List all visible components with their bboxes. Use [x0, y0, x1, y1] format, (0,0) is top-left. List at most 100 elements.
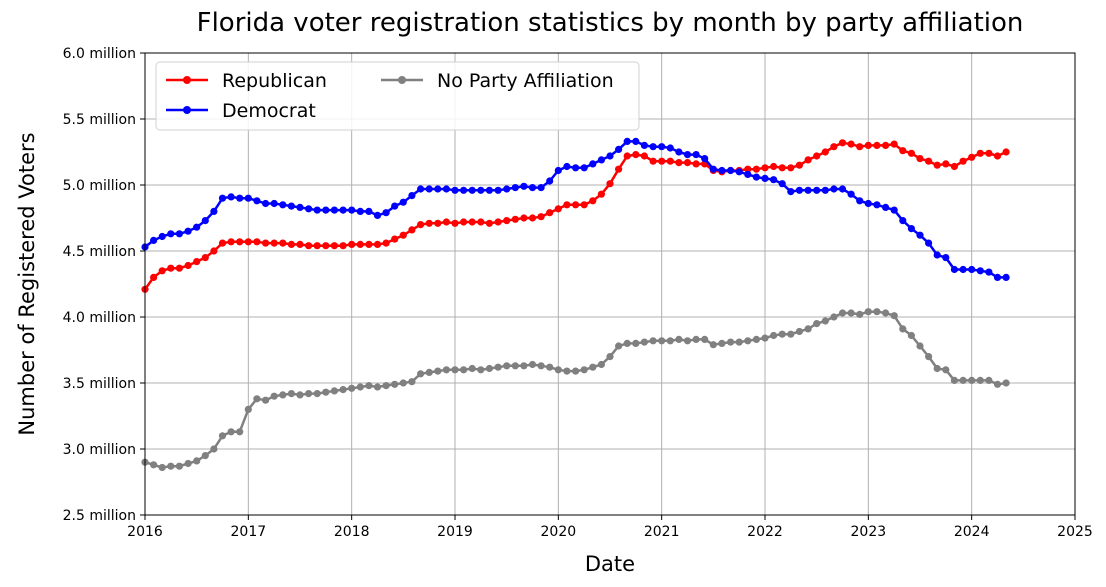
data-point-democrat: [167, 230, 175, 238]
data-point-republican: [494, 218, 502, 226]
data-point-democrat: [365, 207, 373, 215]
data-point-republican: [244, 238, 252, 246]
data-point-no-party-affiliation: [330, 387, 338, 395]
data-point-no-party-affiliation: [761, 334, 769, 342]
data-point-no-party-affiliation: [150, 461, 158, 469]
data-point-no-party-affiliation: [244, 405, 252, 413]
data-point-democrat: [615, 145, 623, 153]
data-point-republican: [925, 157, 933, 165]
data-point-democrat: [873, 201, 881, 209]
data-point-republican: [210, 247, 218, 255]
x-tick-label: 2024: [954, 524, 990, 540]
data-point-no-party-affiliation: [391, 380, 399, 388]
data-point-democrat: [537, 184, 545, 192]
data-point-democrat: [546, 177, 554, 185]
data-point-republican: [408, 226, 416, 234]
x-tick-label: 2017: [231, 524, 267, 540]
data-point-no-party-affiliation: [511, 362, 519, 370]
series-no-party-affiliation: [141, 308, 1010, 472]
data-point-no-party-affiliation: [718, 339, 726, 347]
data-point-democrat: [417, 185, 425, 193]
data-point-republican: [193, 258, 201, 266]
data-point-democrat: [184, 227, 192, 235]
data-point-no-party-affiliation: [270, 392, 278, 400]
data-point-democrat: [692, 151, 700, 159]
data-point-democrat: [856, 197, 864, 205]
data-point-republican: [227, 238, 235, 246]
data-point-no-party-affiliation: [167, 462, 175, 470]
data-point-no-party-affiliation: [348, 384, 356, 392]
data-point-republican: [365, 240, 373, 248]
data-point-no-party-affiliation: [460, 366, 468, 374]
data-point-democrat: [330, 206, 338, 214]
data-point-democrat: [658, 143, 666, 151]
data-point-no-party-affiliation: [873, 308, 881, 316]
data-point-republican: [580, 201, 588, 209]
data-point-republican: [236, 238, 244, 246]
data-point-democrat: [993, 273, 1002, 281]
data-point-democrat: [434, 185, 442, 193]
data-point-republican: [658, 157, 666, 165]
data-point-democrat: [468, 186, 476, 194]
data-point-republican: [752, 165, 761, 173]
y-tick-label: 5.5 million: [63, 112, 136, 128]
data-point-no-party-affiliation: [434, 367, 442, 375]
legend-label-democrat: Democrat: [222, 100, 316, 122]
data-point-republican: [572, 201, 580, 209]
data-point-republican: [477, 218, 485, 226]
data-point-no-party-affiliation: [968, 376, 976, 384]
data-point-no-party-affiliation: [589, 363, 597, 371]
data-point-republican: [460, 218, 468, 226]
x-axis-label: Date: [585, 552, 635, 576]
data-point-no-party-affiliation: [442, 366, 450, 374]
data-point-democrat: [925, 239, 933, 247]
data-point-democrat: [847, 190, 855, 198]
data-point-no-party-affiliation: [778, 330, 786, 338]
data-point-republican: [873, 141, 881, 149]
data-point-democrat: [270, 199, 278, 208]
data-point-no-party-affiliation: [158, 463, 166, 472]
data-point-republican: [632, 151, 640, 159]
data-point-republican: [985, 149, 993, 157]
data-point-democrat: [675, 148, 683, 156]
data-point-democrat: [770, 176, 778, 184]
data-point-republican: [296, 240, 304, 248]
data-point-republican: [485, 219, 493, 227]
data-point-no-party-affiliation: [537, 362, 545, 370]
data-point-no-party-affiliation: [735, 338, 743, 346]
data-point-democrat: [382, 209, 390, 217]
data-point-democrat: [253, 197, 261, 205]
data-point-democrat: [804, 186, 812, 194]
data-point-republican: [339, 242, 347, 250]
data-point-democrat: [399, 198, 407, 206]
data-point-republican: [615, 165, 623, 173]
data-point-democrat: [511, 184, 519, 192]
data-point-democrat: [959, 265, 967, 274]
data-point-republican: [761, 164, 769, 172]
data-point-republican: [322, 242, 330, 250]
data-point-republican: [959, 157, 967, 165]
data-point-no-party-affiliation: [313, 390, 321, 398]
data-point-democrat: [218, 194, 227, 202]
data-point-democrat: [666, 144, 674, 152]
data-point-no-party-affiliation: [632, 339, 640, 347]
x-tick-label: 2018: [334, 524, 370, 540]
data-point-republican: [890, 140, 898, 148]
data-point-democrat: [718, 166, 726, 175]
data-point-no-party-affiliation: [184, 459, 192, 468]
legend-marker-republican: [183, 76, 191, 84]
data-point-republican: [150, 273, 158, 281]
data-point-democrat: [210, 207, 218, 215]
data-point-republican: [787, 164, 795, 172]
data-point-democrat: [632, 137, 640, 145]
data-point-democrat: [244, 194, 252, 202]
data-point-no-party-affiliation: [666, 337, 674, 345]
data-point-republican: [683, 159, 692, 167]
data-point-no-party-affiliation: [563, 367, 571, 375]
data-point-republican: [597, 190, 606, 198]
data-point-republican: [864, 141, 872, 149]
data-point-republican: [821, 148, 829, 156]
data-point-no-party-affiliation: [356, 383, 364, 391]
data-point-democrat: [597, 156, 606, 164]
